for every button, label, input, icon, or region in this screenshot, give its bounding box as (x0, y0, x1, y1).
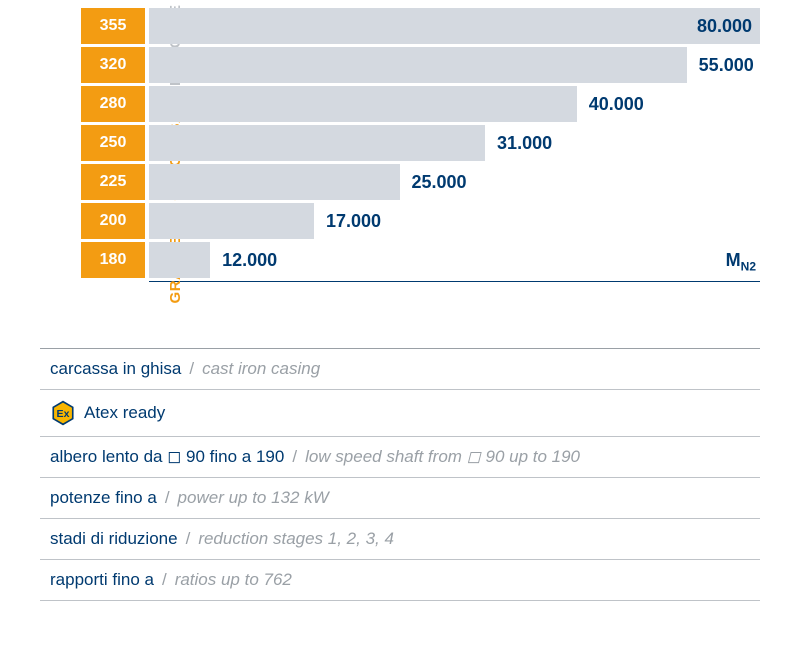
bar-row: 20017.000 (81, 203, 760, 239)
atex-icon: Ex (50, 400, 76, 426)
spec-primary: albero lento da ◻ 90 fino a 190 (50, 447, 284, 467)
bar-value: 25.000 (412, 172, 467, 193)
bar-category: 320 (81, 47, 145, 83)
spec-primary: Atex ready (84, 403, 165, 423)
spec-row: albero lento da ◻ 90 fino a 190 / low sp… (40, 437, 760, 478)
bar-value: 12.000 (222, 250, 277, 271)
bar-category: 225 (81, 164, 145, 200)
spec-row: rapporti fino a / ratios up to 762 (40, 560, 760, 601)
chart-bars: 35580.00032055.00028040.00025031.0002252… (81, 8, 760, 278)
bar-value: 17.000 (326, 211, 381, 232)
bar-fill: 12.000 (149, 242, 210, 278)
bar-category: 180 (81, 242, 145, 278)
bar-track: 80.000 (149, 8, 760, 44)
spec-row: carcassa in ghisa / cast iron casing (40, 349, 760, 390)
bar-row: 32055.000 (81, 47, 760, 83)
bar-fill: 40.000 (149, 86, 577, 122)
spec-row: Ex Atex ready (40, 390, 760, 437)
x-axis-line (149, 281, 760, 282)
bar-fill: 80.000 (149, 8, 760, 44)
bar-track: 12.000 (149, 242, 760, 278)
bar-value: 40.000 (589, 94, 644, 115)
bar-track: 40.000 (149, 86, 760, 122)
spec-secondary: ratios up to 762 (175, 570, 292, 590)
bar-row: 355 80.000 (81, 8, 760, 44)
spec-secondary: cast iron casing (202, 359, 320, 379)
bar-value: 31.000 (497, 133, 552, 154)
bar-category: 200 (81, 203, 145, 239)
bar-value: 80.000 (697, 16, 752, 37)
bar-row: 18012.000 (81, 242, 760, 278)
spec-primary: stadi di riduzione (50, 529, 178, 549)
bar-row: 28040.000 (81, 86, 760, 122)
spec-row: potenze fino a / power up to 132 kW (40, 478, 760, 519)
spec-primary: rapporti fino a (50, 570, 154, 590)
spec-row: stadi di riduzione / reduction stages 1,… (40, 519, 760, 560)
spec-primary: potenze fino a (50, 488, 157, 508)
bar-track: 17.000 (149, 203, 760, 239)
bar-track: 31.000 (149, 125, 760, 161)
bar-value: 55.000 (699, 55, 754, 76)
bar-fill: 25.000 (149, 164, 400, 200)
bar-fill: 55.000 (149, 47, 687, 83)
bar-track: 55.000 (149, 47, 760, 83)
spec-secondary: power up to 132 kW (178, 488, 329, 508)
bar-category: 280 (81, 86, 145, 122)
spec-secondary: reduction stages 1, 2, 3, 4 (198, 529, 394, 549)
spec-secondary: low speed shaft from ◻ 90 up to 190 (305, 447, 580, 467)
spec-primary: carcassa in ghisa (50, 359, 181, 379)
specifications-table: carcassa in ghisa / cast iron casing Ex … (40, 348, 760, 601)
x-axis-unit: MN2 (726, 250, 756, 274)
bar-fill: 17.000 (149, 203, 314, 239)
bar-category: 355 (81, 8, 145, 44)
svg-text:Ex: Ex (57, 408, 70, 420)
bar-row: 25031.000 (81, 125, 760, 161)
bar-row: 22525.000 (81, 164, 760, 200)
gear-size-chart: GRANDEZZA CARCASSA / GEAR CASE SIZE 3558… (0, 0, 800, 298)
bar-track: 25.000 (149, 164, 760, 200)
bar-fill: 31.000 (149, 125, 485, 161)
bar-category: 250 (81, 125, 145, 161)
